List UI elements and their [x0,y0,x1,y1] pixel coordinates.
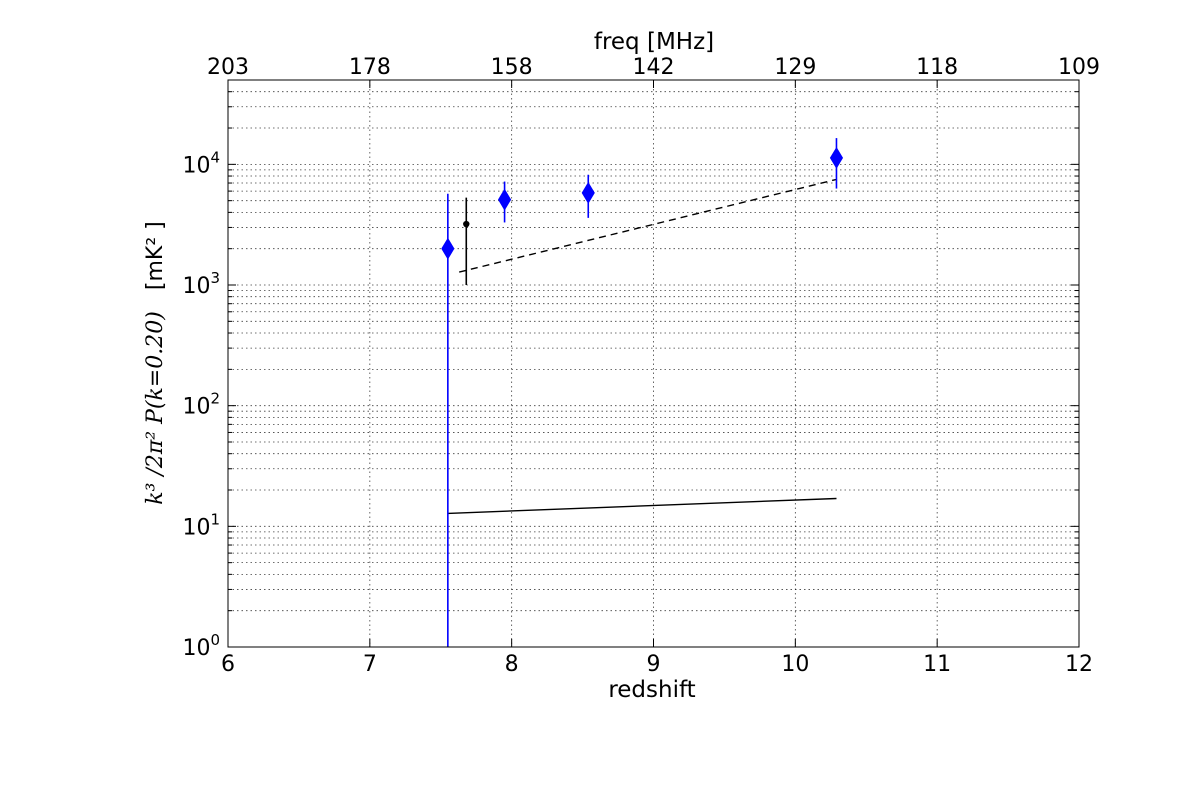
diamond-marker [829,146,844,169]
tick-marks [227,79,1080,648]
y-tick-label: 102 [182,390,220,420]
y-tick-label-base: 10 [182,153,210,178]
y-tick-label-base: 10 [182,636,210,661]
y-tick-label-base: 10 [182,515,210,540]
y-tick-label-exponent: 1 [210,510,220,528]
y-tick-label: 104 [182,148,220,178]
top-tick-label: 118 [916,55,958,80]
data-points [441,138,844,647]
model-lines [447,178,837,515]
y-tick-label-base: 10 [182,274,210,299]
y-tick-label-base: 10 [182,395,210,420]
top-tick-label: 203 [207,55,249,80]
y-axis-title-unit: [mK² ] [143,221,168,290]
y-tick-label: 101 [182,510,220,540]
top-tick-label: 129 [774,55,816,80]
diamond-marker [581,181,595,204]
x-tick-label: 7 [363,652,377,677]
top-tick-label: 109 [1058,55,1100,80]
svg-text:k³ /2π² P(k=0.20) [mK² ]: k³ /2π² P(k=0.20) [mK² ] [143,221,168,504]
dot-marker [463,220,470,228]
solid-model-line [447,497,837,515]
top-tick-label: 142 [633,55,675,80]
y-axis-title-math: k³ /2π² P(k=0.20) [143,311,168,505]
x-tick-label: 6 [221,652,235,677]
x-tick-label: 8 [505,652,519,677]
y-axis-title: k³ /2π² P(k=0.20) [mK² ] [143,221,168,504]
x-tick-label: 11 [923,652,951,677]
x-tick-label: 9 [647,652,661,677]
top-tick-label: 178 [349,55,391,80]
y-tick-label-exponent: 4 [210,148,220,166]
diamond-marker [497,188,512,211]
y-tick-label-exponent: 2 [210,390,220,408]
top-tick-label: 158 [491,55,533,80]
x-tick-label: 12 [1065,652,1093,677]
y-tick-label: 100 [182,631,220,661]
y-tick-label-exponent: 3 [210,269,220,287]
dashed-model-line [459,178,837,273]
diamond-marker [441,237,455,260]
y-tick-label: 103 [182,269,220,299]
x-axis-title: redshift [608,677,695,703]
top-axis-title: freq [MHz] [594,29,714,55]
x-tick-label: 10 [781,652,809,677]
y-tick-label-exponent: 0 [210,631,220,649]
